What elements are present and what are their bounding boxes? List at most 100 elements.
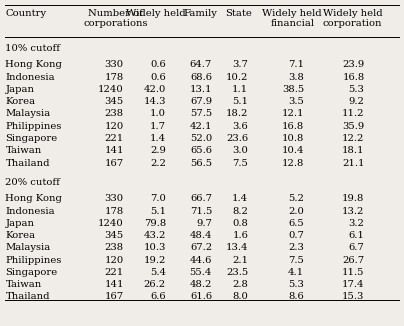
Text: 9.2: 9.2 <box>349 97 364 106</box>
Text: 2.0: 2.0 <box>288 206 304 215</box>
Text: Malaysia: Malaysia <box>5 243 50 252</box>
Text: 2.1: 2.1 <box>232 256 248 265</box>
Text: 7.1: 7.1 <box>288 60 304 69</box>
Text: 0.8: 0.8 <box>232 219 248 228</box>
Text: 13.4: 13.4 <box>226 243 248 252</box>
Text: 3.6: 3.6 <box>232 122 248 131</box>
Text: 35.9: 35.9 <box>342 122 364 131</box>
Text: 23.9: 23.9 <box>342 60 364 69</box>
Text: Hong Kong: Hong Kong <box>5 194 62 203</box>
Text: Widely held
financial: Widely held financial <box>263 9 322 28</box>
Text: 2.9: 2.9 <box>150 146 166 155</box>
Text: 5.2: 5.2 <box>288 194 304 203</box>
Text: Singapore: Singapore <box>5 268 58 277</box>
Text: 8.0: 8.0 <box>232 292 248 302</box>
Text: Japan: Japan <box>5 85 34 94</box>
Text: 10.4: 10.4 <box>282 146 304 155</box>
Text: 18.1: 18.1 <box>342 146 364 155</box>
Text: 20% cutoff: 20% cutoff <box>5 178 60 187</box>
Text: 44.6: 44.6 <box>189 256 212 265</box>
Text: 66.7: 66.7 <box>190 194 212 203</box>
Text: Singapore: Singapore <box>5 134 58 143</box>
Text: 2.8: 2.8 <box>232 280 248 289</box>
Text: 1240: 1240 <box>98 85 124 94</box>
Text: 221: 221 <box>105 268 124 277</box>
Text: 6.5: 6.5 <box>288 219 304 228</box>
Text: 23.5: 23.5 <box>226 268 248 277</box>
Text: 1.4: 1.4 <box>150 134 166 143</box>
Text: 71.5: 71.5 <box>189 206 212 215</box>
Text: 57.5: 57.5 <box>190 110 212 118</box>
Text: 43.2: 43.2 <box>143 231 166 240</box>
Text: 10.8: 10.8 <box>282 134 304 143</box>
Text: 19.8: 19.8 <box>342 194 364 203</box>
Text: 9.7: 9.7 <box>196 219 212 228</box>
Text: 6.6: 6.6 <box>150 292 166 302</box>
Text: Indonesia: Indonesia <box>5 73 55 82</box>
Text: 4.1: 4.1 <box>288 268 304 277</box>
Text: 5.1: 5.1 <box>150 206 166 215</box>
Text: 26.7: 26.7 <box>342 256 364 265</box>
Text: 0.7: 0.7 <box>288 231 304 240</box>
Text: 10.3: 10.3 <box>143 243 166 252</box>
Text: 7.5: 7.5 <box>232 159 248 168</box>
Text: Japan: Japan <box>5 219 34 228</box>
Text: Taiwan: Taiwan <box>5 280 42 289</box>
Text: 1.4: 1.4 <box>232 194 248 203</box>
Text: 42.0: 42.0 <box>143 85 166 94</box>
Text: 10.2: 10.2 <box>226 73 248 82</box>
Text: Philippines: Philippines <box>5 256 62 265</box>
Text: 3.7: 3.7 <box>232 60 248 69</box>
Text: 2.3: 2.3 <box>288 243 304 252</box>
Text: 238: 238 <box>105 243 124 252</box>
Text: 12.1: 12.1 <box>282 110 304 118</box>
Text: 12.2: 12.2 <box>342 134 364 143</box>
Text: 8.2: 8.2 <box>232 206 248 215</box>
Text: 1.6: 1.6 <box>232 231 248 240</box>
Text: Korea: Korea <box>5 97 36 106</box>
Text: 167: 167 <box>105 159 124 168</box>
Text: 120: 120 <box>105 256 124 265</box>
Text: 1.7: 1.7 <box>150 122 166 131</box>
Text: 7.0: 7.0 <box>150 194 166 203</box>
Text: Philippines: Philippines <box>5 122 62 131</box>
Text: 6.7: 6.7 <box>349 243 364 252</box>
Text: 55.4: 55.4 <box>189 268 212 277</box>
Text: 330: 330 <box>105 194 124 203</box>
Text: Thailand: Thailand <box>5 292 50 302</box>
Text: 1240: 1240 <box>98 219 124 228</box>
Text: 238: 238 <box>105 110 124 118</box>
Text: Family: Family <box>183 9 217 18</box>
Text: Widely held
corporation: Widely held corporation <box>323 9 382 28</box>
Text: Widely held: Widely held <box>126 9 186 18</box>
Text: Hong Kong: Hong Kong <box>5 60 62 69</box>
Text: 5.3: 5.3 <box>349 85 364 94</box>
Text: 0.6: 0.6 <box>150 60 166 69</box>
Text: 67.9: 67.9 <box>190 97 212 106</box>
Text: 13.1: 13.1 <box>189 85 212 94</box>
Text: 0.6: 0.6 <box>150 73 166 82</box>
Text: 42.1: 42.1 <box>189 122 212 131</box>
Text: Country: Country <box>5 9 46 18</box>
Text: 1.0: 1.0 <box>150 110 166 118</box>
Text: 14.3: 14.3 <box>143 97 166 106</box>
Text: 17.4: 17.4 <box>342 280 364 289</box>
Text: 16.8: 16.8 <box>342 73 364 82</box>
Text: 3.0: 3.0 <box>232 146 248 155</box>
Text: 56.5: 56.5 <box>190 159 212 168</box>
Text: 18.2: 18.2 <box>226 110 248 118</box>
Text: 178: 178 <box>105 206 124 215</box>
Text: State: State <box>225 9 252 18</box>
Text: 5.1: 5.1 <box>232 97 248 106</box>
Text: 8.6: 8.6 <box>288 292 304 302</box>
Text: 79.8: 79.8 <box>144 219 166 228</box>
Text: Number of
corporations: Number of corporations <box>84 9 148 28</box>
Text: 15.3: 15.3 <box>342 292 364 302</box>
Text: Indonesia: Indonesia <box>5 206 55 215</box>
Text: 38.5: 38.5 <box>282 85 304 94</box>
Text: 48.2: 48.2 <box>189 280 212 289</box>
Text: 345: 345 <box>105 97 124 106</box>
Text: 3.5: 3.5 <box>288 97 304 106</box>
Text: 12.8: 12.8 <box>282 159 304 168</box>
Text: 2.2: 2.2 <box>150 159 166 168</box>
